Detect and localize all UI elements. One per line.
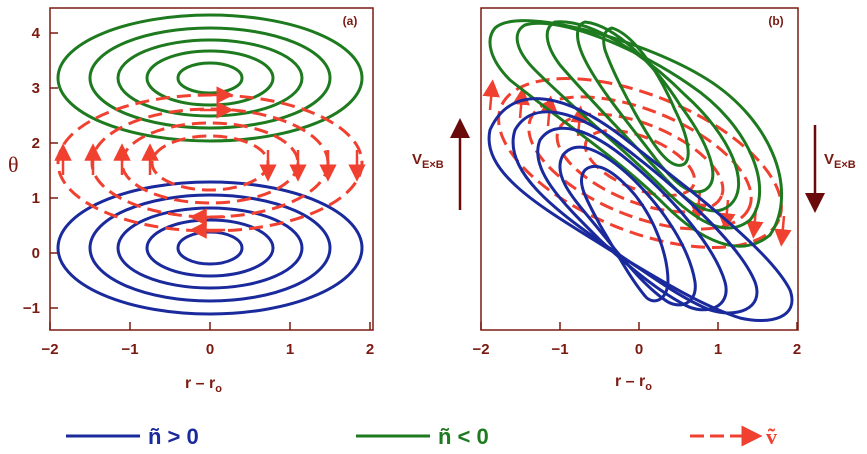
panel-a-xtick-4: 2 [366, 341, 374, 358]
panel-a-velocity-arrows [54, 86, 366, 239]
panel-a-ytick-1: 3 [32, 80, 40, 97]
panel-a-ticks [49, 32, 371, 330]
panel-a-xtick-0: −2 [41, 341, 58, 358]
panel-b-xtick-0: −2 [472, 341, 489, 358]
panel-b-xtick-1: −1 [551, 341, 568, 358]
panel-b-positive-contours [487, 97, 794, 322]
panel-b-velocity-arrows [482, 79, 792, 247]
legend-negative-label: ñ < 0 [438, 424, 489, 449]
vexb-right: VE×B [805, 125, 856, 213]
panel-a-ytick-5: −1 [23, 300, 40, 317]
panel-a-negative-contours [56, 13, 364, 143]
panel-a-positive-contours [56, 180, 364, 316]
panel-b-xtick-4: 2 [793, 341, 801, 358]
panel-b-ticks [480, 322, 798, 330]
panel-a-ytick-2: 2 [32, 135, 40, 152]
panel-b-xtick-2: 0 [635, 341, 643, 358]
panel-a-ylabel: θ [8, 152, 19, 177]
vexb-right-main: V [824, 151, 834, 168]
vexb-left-label: VE×B [412, 151, 444, 171]
panel-a-xlabel-sub: o [215, 383, 222, 395]
panel-a-xtick-3: 1 [286, 341, 294, 358]
legend-positive-label: ñ > 0 [148, 424, 199, 449]
legend-velocity-label: ṽ [766, 424, 777, 449]
panel-b: −2 −1 0 1 2 r – ro (b) VE×B VE×B [412, 7, 856, 393]
panel-a-xlabel: r – ro [185, 375, 222, 395]
panel-a-label: (a) [343, 14, 358, 28]
panel-a-xtick-2: 0 [206, 341, 214, 358]
panel-a-frame [49, 7, 374, 331]
panel-a-xtick-1: −1 [121, 341, 138, 358]
panel-a: −2 −1 0 1 2 4 3 2 1 0 −1 θ r – ro (a) [8, 7, 374, 395]
panel-b-label: (b) [768, 14, 783, 28]
panel-a-ytick-3: 1 [32, 190, 40, 207]
panel-b-xlabel: r – ro [615, 373, 652, 393]
panel-b-negative-contours [488, 19, 784, 248]
vexb-left-main: V [412, 151, 422, 168]
panel-a-xlabel-main: r – r [185, 375, 215, 392]
panel-a-ytick-0: 4 [32, 25, 41, 42]
legend: ñ > 0 ñ < 0 ṽ [66, 424, 777, 449]
vexb-left-sub: E×B [422, 159, 444, 171]
panel-b-xtick-3: 1 [714, 341, 722, 358]
panel-b-xlabel-sub: o [645, 381, 652, 393]
vexb-left: VE×B [412, 118, 470, 210]
panel-b-xlabel-main: r – r [615, 373, 645, 390]
vexb-right-sub: E×B [834, 159, 856, 171]
panel-a-ytick-4: 0 [32, 245, 40, 262]
vexb-right-label: VE×B [824, 151, 856, 171]
